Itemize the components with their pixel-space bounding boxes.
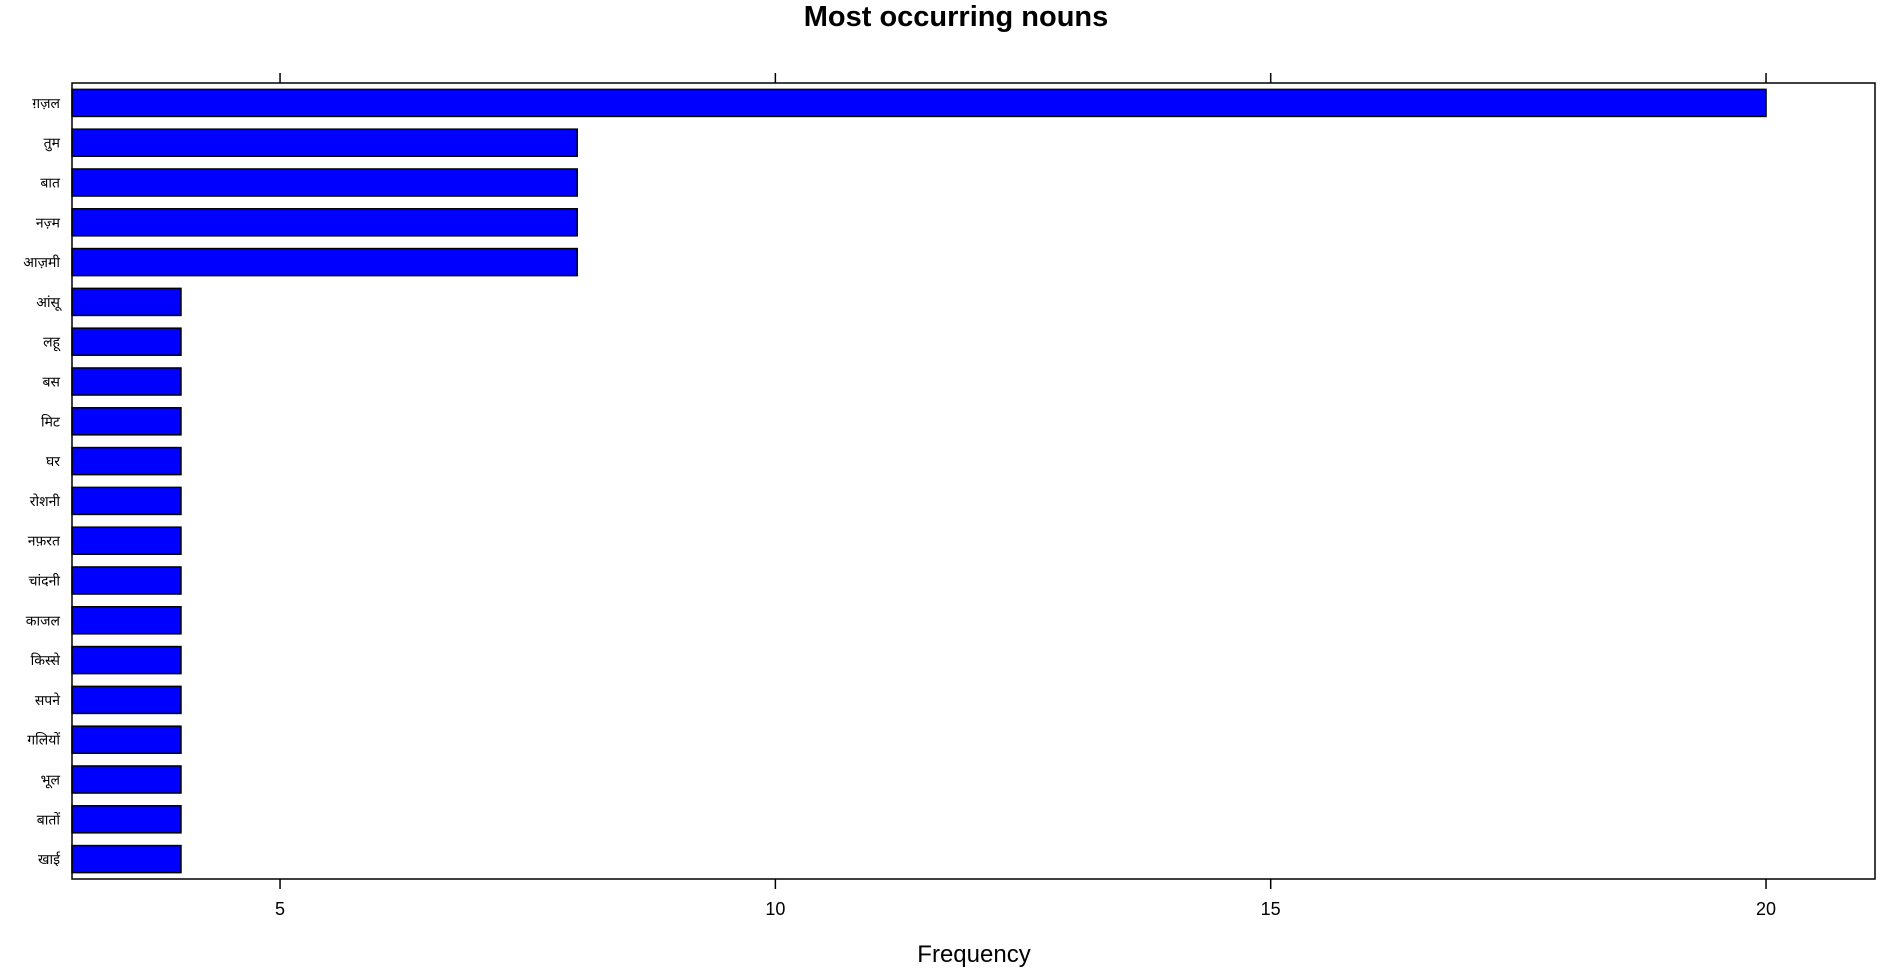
- category-label: आज़मी: [23, 254, 60, 271]
- bar: [71, 446, 182, 476]
- bar: [71, 88, 1767, 118]
- bar: [71, 685, 182, 715]
- category-label: चांदनी: [29, 573, 61, 590]
- category-label: बात: [40, 176, 61, 192]
- category-label: बातों: [37, 811, 61, 828]
- bar: [71, 566, 182, 595]
- bar: [71, 327, 182, 356]
- category-label: सपने: [35, 692, 60, 709]
- bar: [71, 645, 182, 675]
- bar: [71, 208, 578, 237]
- bar: [71, 765, 182, 794]
- category-label: गलियों: [27, 732, 60, 749]
- x-tick-label: 10: [765, 899, 785, 919]
- bar: [71, 247, 578, 277]
- category-label: लहू: [43, 335, 60, 352]
- bar: [71, 526, 182, 555]
- bar: [71, 367, 182, 396]
- category-label: मिट: [41, 413, 61, 430]
- category-label: नफ़रत: [28, 534, 61, 550]
- category-label: किस्से: [31, 652, 61, 669]
- x-axis-label: Frequency: [917, 941, 1030, 968]
- category-label: ग़ज़ल: [32, 96, 60, 112]
- category-label: काजल: [26, 613, 61, 629]
- bar: [71, 168, 578, 197]
- category-label: रोशनी: [30, 493, 61, 510]
- category-label: घर: [46, 454, 60, 470]
- bar: [71, 844, 182, 874]
- bar: [71, 805, 182, 834]
- plot-frame: [71, 82, 1876, 880]
- chart-title: Most occurring nouns: [804, 1, 1109, 33]
- category-label: भूल: [41, 773, 61, 789]
- x-tick-label: 5: [275, 899, 285, 919]
- category-label: तुम: [44, 136, 61, 152]
- category-label: नज़्म: [36, 215, 61, 231]
- x-axis-ticks: 5 10 15 20: [275, 73, 1776, 919]
- bar: [71, 128, 578, 157]
- x-tick-label: 15: [1261, 899, 1281, 919]
- bar: [71, 725, 182, 754]
- category-labels: ग़ज़ल तुम बात नज़्म आज़मी आंसू लहू बस मिट घर रोशनी…: [23, 96, 62, 868]
- category-label: आंसू: [36, 295, 62, 311]
- bar: [71, 407, 182, 436]
- bar: [71, 486, 182, 516]
- category-label: खाई: [38, 851, 61, 868]
- bars-group: [71, 88, 1767, 874]
- bar: [71, 606, 182, 635]
- category-label: बस: [43, 375, 61, 391]
- bar: [71, 287, 182, 317]
- x-tick-label: 20: [1756, 899, 1776, 919]
